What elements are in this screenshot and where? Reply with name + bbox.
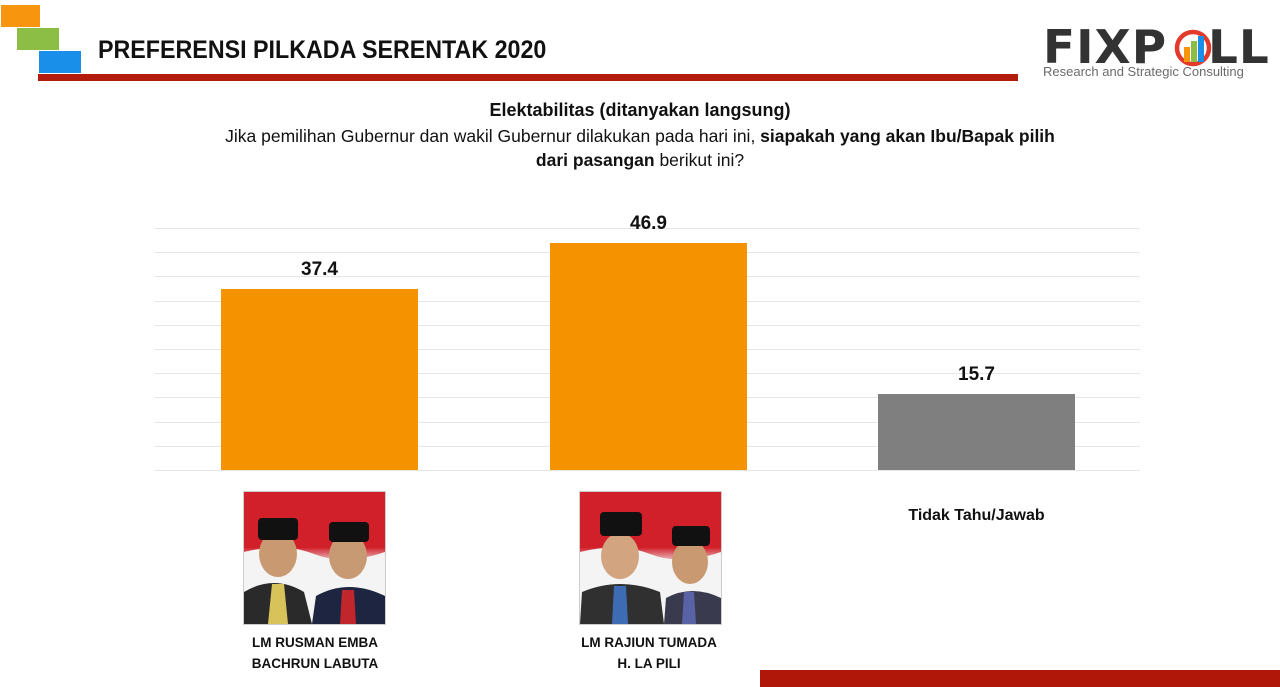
candidate-photo-2 [579, 491, 722, 625]
survey-question: Jika pemilihan Gubernur dan wakil Gubern… [200, 124, 1080, 172]
decor-square-orange [1, 5, 40, 27]
category-label-tidak-tahu: Tidak Tahu/Jawab [908, 507, 1045, 524]
candidate-2-line1: LM RAJIUN TUMADA [581, 635, 717, 650]
poll-chart-icon [1174, 29, 1212, 67]
logo-name: FIXP LL [1043, 20, 1270, 74]
bar-value-label: 46.9 [630, 213, 667, 235]
title-divider [38, 74, 1018, 81]
chart-subtitle: Elektabilitas (ditanyakan langsung) [489, 100, 791, 120]
gridline [155, 228, 1140, 229]
candidate-1-line2: BACHRUN LABUTA [251, 656, 379, 671]
candidate-name-1: LM RUSMAN EMBA BACHRUN LABUTA [215, 632, 415, 674]
bar-value-label: 37.4 [301, 258, 338, 280]
question-text-4: berikut ini? [654, 150, 745, 170]
decor-square-green [17, 28, 59, 50]
logo-tagline: Research and Strategic Consulting [1043, 64, 1244, 79]
bar-1 [221, 288, 418, 470]
bar-2 [550, 243, 747, 470]
candidate-name-2: LM RAJIUN TUMADA H. LA PILI [549, 632, 749, 674]
fixpoll-logo: FIXP LL Research and Strategic Consulting [1040, 20, 1280, 80]
logo-wordmark: FIXP LL [1043, 20, 1270, 74]
page-title: PREFERENSI PILKADA SERENTAK 2020 [98, 36, 547, 64]
question-text-3: dari pasangan [535, 150, 655, 170]
candidate-photo-1 [243, 491, 386, 625]
gridline [155, 470, 1140, 471]
bar-3 [878, 394, 1075, 470]
decor-square-blue [39, 51, 81, 73]
bar-chart: 37.4 46.9 15.7 [155, 213, 1140, 471]
question-text-2: siapakah yang akan Ibu/Bapak pilih [760, 126, 1055, 146]
footer-accent-bar [760, 670, 1280, 687]
candidate-1-line1: LM RUSMAN EMBA [252, 635, 378, 650]
question-text-1: Jika pemilihan Gubernur dan wakil Gubern… [225, 126, 761, 146]
candidate-2-line2: H. LA PILI [617, 656, 681, 671]
bar-value-label: 15.7 [958, 364, 995, 385]
